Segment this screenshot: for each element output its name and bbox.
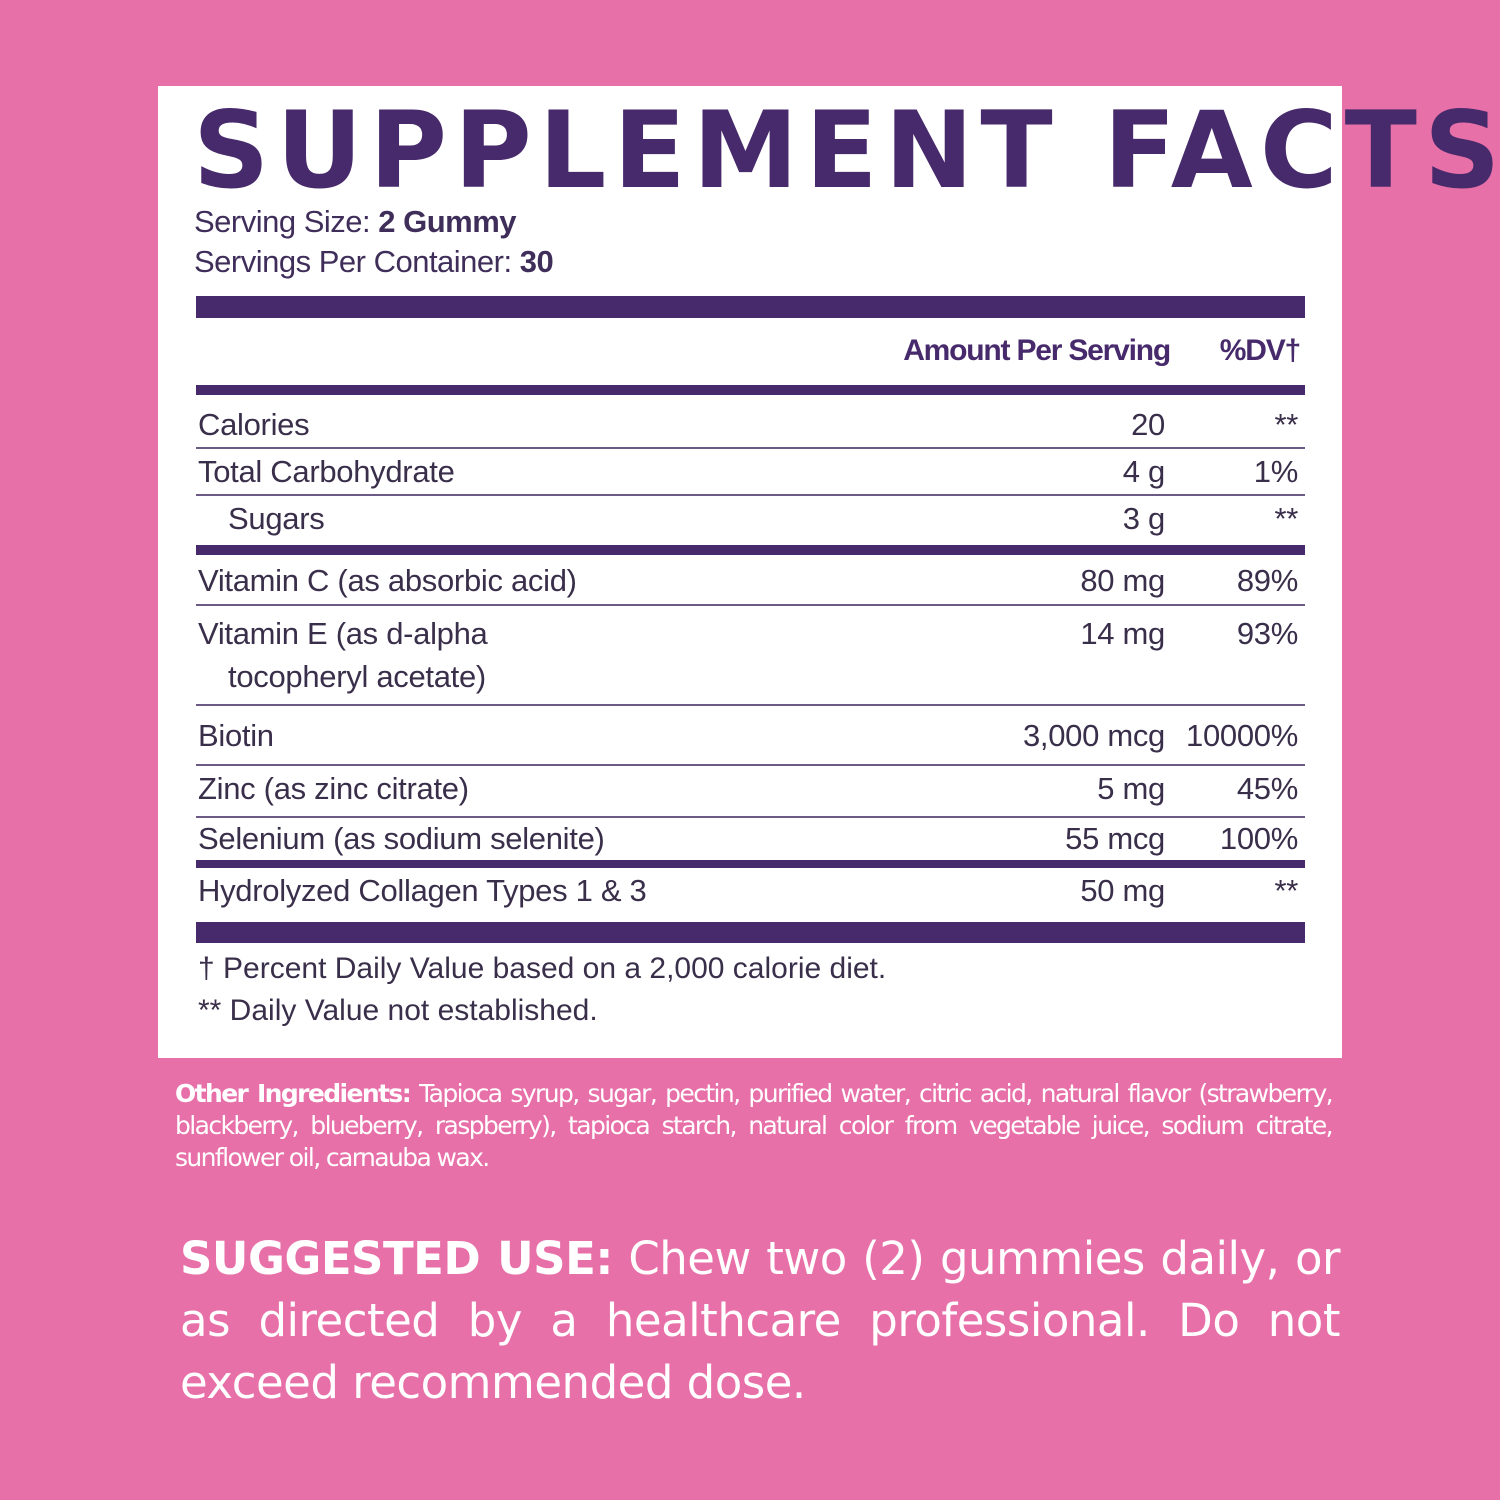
suggested-use: SUGGESTED USE: Chew two (2) gummies dail…: [180, 1228, 1341, 1414]
amount: 80 mg: [1080, 563, 1165, 598]
nutrient-name: Sugars: [228, 501, 325, 536]
amount: 55 mcg: [1065, 821, 1165, 856]
suggested-use-label: SUGGESTED USE:: [180, 1232, 613, 1285]
nutrient-name: Vitamin C (as absorbic acid): [198, 563, 577, 598]
divider: [196, 764, 1305, 766]
serving-size: Serving Size: 2 Gummy: [194, 204, 517, 240]
dv: 10000%: [1186, 718, 1298, 753]
footnote-not-established: ** Daily Value not established.: [198, 994, 598, 1027]
amount: 5 mg: [1097, 771, 1165, 806]
amount-header: Amount Per Serving: [903, 334, 1171, 367]
other-ingredients-label: Other Ingredients:: [175, 1079, 412, 1108]
dv: **: [1274, 501, 1298, 536]
dv: **: [1274, 407, 1298, 442]
dv: 100%: [1219, 821, 1298, 856]
serving-size-value: 2 Gummy: [378, 204, 517, 239]
divider: [196, 604, 1305, 606]
amount: 50 mg: [1080, 873, 1165, 908]
dv: **: [1274, 873, 1298, 908]
servings-value: 30: [519, 244, 554, 279]
amount: 3,000 mcg: [1022, 718, 1165, 753]
amount: 14 mg: [1080, 616, 1165, 651]
nutrient-name: Biotin: [198, 718, 274, 753]
divider-bar: [196, 296, 1305, 318]
dv-header: %DV†: [1219, 334, 1301, 367]
nutrient-name: Calories: [198, 407, 310, 442]
divider-bar: [196, 922, 1305, 943]
amount: 20: [1131, 407, 1165, 442]
divider: [196, 816, 1305, 818]
divider-bar: [196, 385, 1305, 395]
nutrient-name: Hydrolyzed Collagen Types 1 & 3: [198, 873, 647, 908]
dv: 89%: [1236, 563, 1298, 598]
amount: 3 g: [1122, 501, 1166, 536]
serving-size-label: Serving Size:: [194, 204, 371, 239]
nutrient-name: Zinc (as zinc citrate): [198, 771, 469, 806]
dv: 45%: [1236, 771, 1298, 806]
dv: 93%: [1236, 616, 1298, 651]
other-ingredients: Other Ingredients: Tapioca syrup, sugar,…: [175, 1078, 1334, 1174]
nutrient-name-cont: tocopheryl acetate): [228, 659, 486, 694]
nutrient-name: Total Carbohydrate: [198, 454, 455, 489]
servings-label: Servings Per Container:: [194, 244, 512, 279]
servings-per-container: Servings Per Container: 30: [194, 244, 554, 280]
footnote-dv: † Percent Daily Value based on a 2,000 c…: [198, 952, 887, 985]
divider-bar: [196, 545, 1305, 555]
amount: 4 g: [1122, 454, 1166, 489]
nutrient-name: Selenium (as sodium selenite): [198, 821, 605, 856]
suggested-use-text: Chew two (2) gummies daily, or as direct…: [180, 1232, 1341, 1409]
supplement-facts-panel: SUPPLEMENT FACTS Serving Size: 2 Gummy S…: [158, 86, 1500, 1058]
dv: 1%: [1253, 454, 1299, 489]
divider: [196, 447, 1305, 449]
other-ingredients-text: Tapioca syrup, sugar, pectin, purified w…: [175, 1079, 1334, 1172]
divider: [196, 494, 1305, 496]
divider: [196, 704, 1305, 706]
divider-bar: [196, 860, 1305, 868]
nutrient-name: Vitamin E (as d-alpha: [198, 616, 488, 651]
title: SUPPLEMENT FACTS: [193, 89, 1500, 212]
